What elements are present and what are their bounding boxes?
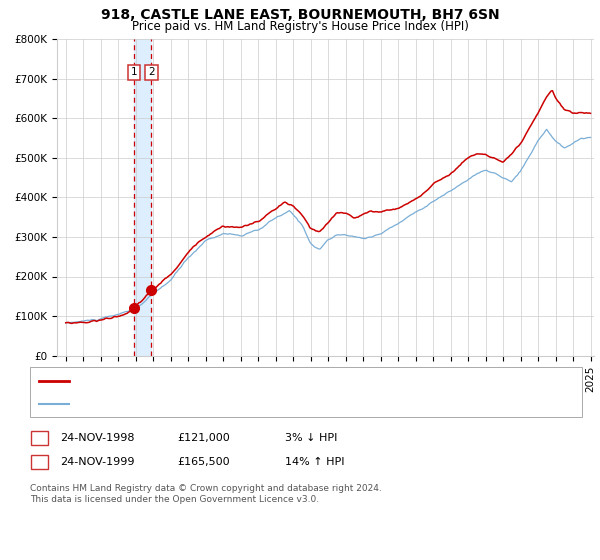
Text: Price paid vs. HM Land Registry's House Price Index (HPI): Price paid vs. HM Land Registry's House … [131, 20, 469, 32]
Bar [134, 39, 151, 356]
Text: HPI: Average price, detached house, Bournemouth Christchurch and Poole: HPI: Average price, detached house, Bour… [75, 399, 463, 409]
Text: 2: 2 [148, 67, 155, 77]
Text: Contains HM Land Registry data © Crown copyright and database right 2024.
This d: Contains HM Land Registry data © Crown c… [30, 484, 382, 504]
Text: 918, CASTLE LANE EAST, BOURNEMOUTH, BH7 6SN: 918, CASTLE LANE EAST, BOURNEMOUTH, BH7 … [101, 8, 499, 22]
Text: 24-NOV-1999: 24-NOV-1999 [60, 457, 134, 467]
Text: 24-NOV-1998: 24-NOV-1998 [60, 433, 134, 443]
Text: £165,500: £165,500 [177, 457, 230, 467]
Text: 3% ↓ HPI: 3% ↓ HPI [285, 433, 337, 443]
Text: 1: 1 [36, 433, 43, 443]
Text: 14% ↑ HPI: 14% ↑ HPI [285, 457, 344, 467]
Text: £121,000: £121,000 [177, 433, 230, 443]
Text: 1: 1 [131, 67, 137, 77]
Text: 2: 2 [36, 457, 43, 467]
Text: 918, CASTLE LANE EAST, BOURNEMOUTH, BH7 6SN (detached house): 918, CASTLE LANE EAST, BOURNEMOUTH, BH7 … [75, 376, 438, 386]
